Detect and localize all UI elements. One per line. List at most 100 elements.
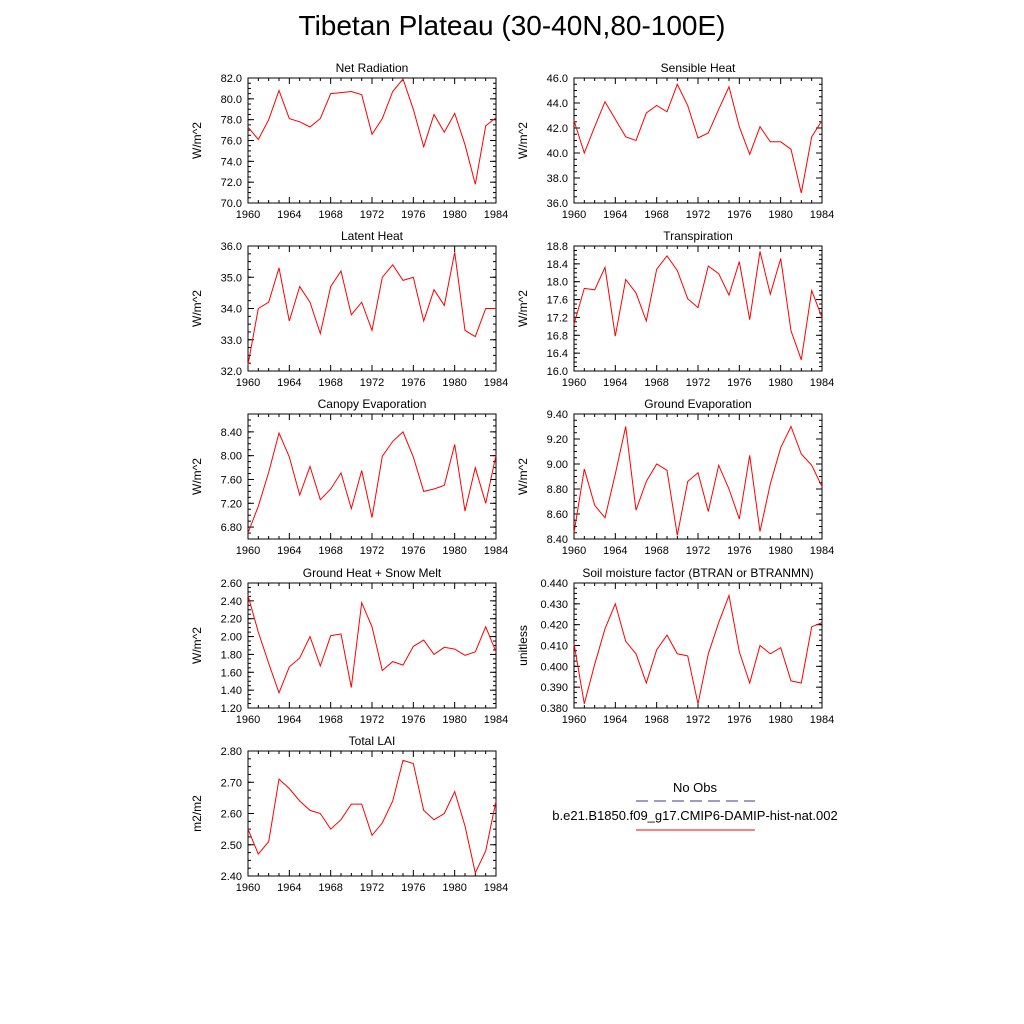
x-tick-label: 1980 (442, 377, 466, 389)
x-tick-label: 1968 (318, 209, 342, 221)
y-tick-label: 36.0 (221, 241, 242, 253)
chart-title: Canopy Evaporation (318, 397, 427, 411)
x-tick-label: 1968 (644, 714, 668, 726)
chart-panel: Sensible Heat W/m^2 1960 1964 1968 1972 1976 19… (516, 61, 834, 221)
legend-model-label: b.e21.B1850.f09_g17.CMIP6-DAMIP-hist-nat… (552, 808, 837, 823)
x-tick-label: 1976 (727, 714, 751, 726)
y-tick-label: 1.20 (221, 703, 242, 715)
y-tick-label: 16.4 (547, 348, 568, 360)
y-tick-label: 0.390 (540, 682, 568, 694)
x-tick-label: 1960 (236, 545, 260, 557)
y-tick-label: 18.8 (547, 241, 568, 253)
y-tick-label: 2.20 (221, 614, 242, 626)
x-tick-label: 1984 (484, 882, 508, 894)
x-tick-label: 1984 (810, 209, 834, 221)
x-tick-label: 1968 (644, 545, 668, 557)
x-tick-label: 1980 (768, 209, 792, 221)
plot-frame (247, 582, 497, 709)
x-tick-label: 1960 (562, 545, 586, 557)
chart-title: Ground Heat + Snow Melt (303, 566, 442, 580)
x-tick-label: 1980 (768, 545, 792, 557)
chart-title: Net Radiation (336, 61, 409, 75)
x-tick-label: 1980 (768, 714, 792, 726)
x-tick-label: 1976 (401, 209, 425, 221)
y-axis-label: W/m^2 (516, 458, 530, 495)
y-tick-label: 17.2 (547, 312, 568, 324)
x-tick-label: 1984 (484, 714, 508, 726)
y-tick-label: 38.0 (547, 173, 568, 185)
y-tick-label: 9.00 (547, 459, 568, 471)
x-tick-label: 1980 (768, 377, 792, 389)
y-tick-label: 7.20 (221, 498, 242, 510)
legend: No Obs b.e21.B1850.f09_g17.CMIP6-DAMIP-h… (552, 780, 838, 831)
y-tick-label: 0.410 (540, 641, 568, 653)
y-tick-label: 9.20 (547, 434, 568, 446)
chart-panel: Ground Heat + Snow Melt W/m^2 1960 1964 1968… (190, 566, 508, 726)
x-tick-label: 1972 (686, 545, 710, 557)
y-tick-label: 36.0 (547, 198, 568, 210)
y-tick-label: 42.0 (547, 123, 568, 135)
x-tick-label: 1968 (318, 377, 342, 389)
x-tick-label: 1980 (442, 714, 466, 726)
plot-frame (573, 77, 823, 204)
y-tick-label: 82.0 (221, 73, 242, 85)
y-tick-label: 2.80 (221, 746, 242, 758)
x-tick-label: 1960 (236, 377, 260, 389)
y-tick-label: 76.0 (221, 136, 242, 148)
y-tick-label: 35.0 (221, 272, 242, 284)
chart-panel: Total LAI m2/m2 1960 1964 1968 1972 1976 1980 19… (190, 734, 508, 894)
series-line (573, 83, 823, 194)
series-line (247, 431, 497, 534)
series-line (573, 593, 823, 704)
plot-frame (247, 413, 497, 540)
y-tick-label: 34.0 (221, 304, 242, 316)
y-tick-label: 8.40 (221, 427, 242, 439)
x-tick-label: 1976 (401, 714, 425, 726)
chart-panel: Net Radiation W/m^2 1960 1964 1968 1972 1976 19… (190, 61, 508, 221)
y-tick-label: 33.0 (221, 335, 242, 347)
x-tick-label: 1968 (318, 545, 342, 557)
page-title: Tibetan Plateau (30-40N,80-100E) (298, 10, 726, 41)
y-tick-label: 17.6 (547, 295, 568, 307)
y-tick-label: 2.00 (221, 632, 242, 644)
x-tick-label: 1972 (360, 209, 384, 221)
x-tick-label: 1984 (810, 714, 834, 726)
y-tick-label: 7.60 (221, 474, 242, 486)
chart-panel: Transpiration W/m^2 1960 1964 1968 1972 1976 19… (516, 229, 834, 389)
y-tick-label: 16.8 (547, 330, 568, 342)
series-line (247, 252, 496, 365)
plot-frame (247, 245, 497, 372)
y-axis-label: W/m^2 (516, 122, 530, 159)
y-tick-label: 1.80 (221, 649, 242, 661)
x-tick-label: 1976 (727, 545, 751, 557)
y-tick-label: 44.0 (547, 98, 568, 110)
y-tick-label: 0.400 (540, 661, 568, 673)
y-tick-label: 0.430 (540, 599, 568, 611)
x-tick-label: 1980 (442, 209, 466, 221)
chart-title: Ground Evaporation (644, 397, 751, 411)
plot-frame (247, 750, 497, 877)
x-tick-label: 1976 (727, 377, 751, 389)
x-tick-label: 1964 (277, 209, 301, 221)
x-tick-label: 1960 (236, 714, 260, 726)
y-axis-label: W/m^2 (190, 458, 204, 495)
y-tick-label: 46.0 (547, 73, 568, 85)
y-axis-label: W/m^2 (516, 290, 530, 327)
chart-panel: Canopy Evaporation W/m^2 1960 1964 1968 1972 1… (190, 397, 508, 557)
x-tick-label: 1980 (442, 882, 466, 894)
x-tick-label: 1964 (603, 377, 627, 389)
y-tick-label: 2.60 (221, 578, 242, 590)
x-tick-label: 1972 (686, 209, 710, 221)
x-tick-label: 1964 (277, 545, 301, 557)
x-tick-label: 1972 (686, 377, 710, 389)
x-tick-label: 1964 (603, 714, 627, 726)
y-tick-label: 0.380 (540, 703, 568, 715)
y-tick-label: 40.0 (547, 148, 568, 160)
chart-panels: Net Radiation W/m^2 1960 1964 1968 1972 1976 19… (190, 61, 834, 894)
y-axis-label: unitless (516, 625, 530, 666)
chart-title: Latent Heat (341, 229, 404, 243)
x-tick-label: 1968 (644, 377, 668, 389)
y-axis-label: m2/m2 (190, 795, 204, 832)
x-tick-label: 1976 (401, 377, 425, 389)
x-tick-label: 1972 (360, 377, 384, 389)
